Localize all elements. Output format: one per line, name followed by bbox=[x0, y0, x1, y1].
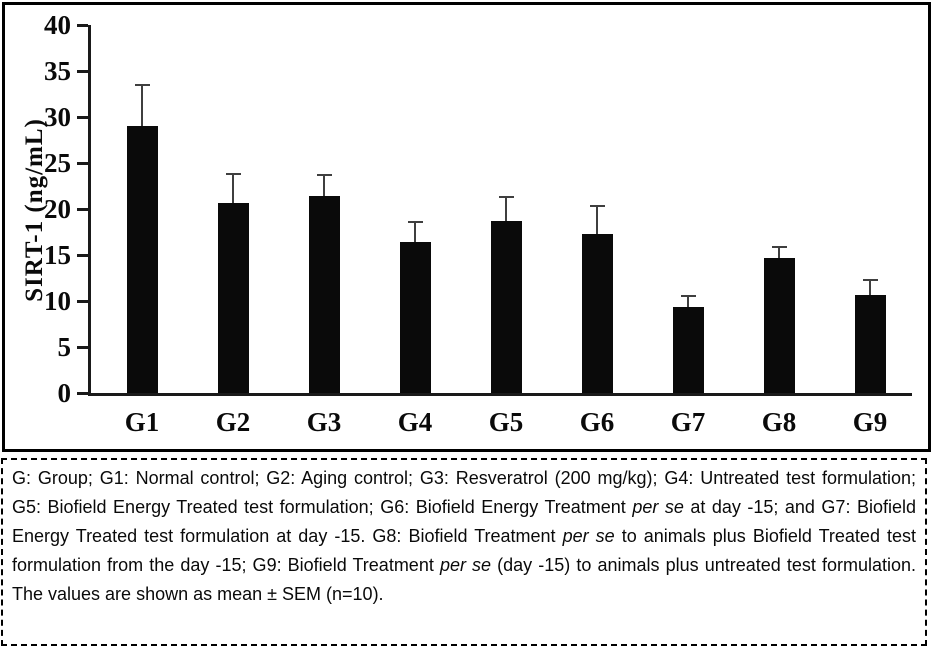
x-category-label-G8: G8 bbox=[761, 407, 797, 437]
x-category-label-G9: G9 bbox=[852, 407, 888, 437]
error-bar-G9 bbox=[869, 279, 871, 295]
y-tick-label-20: 20 bbox=[44, 194, 71, 224]
y-axis-tick-40 bbox=[77, 24, 88, 27]
bar-G6 bbox=[581, 233, 613, 393]
x-category-label-G2: G2 bbox=[215, 407, 251, 437]
y-tick-label-30: 30 bbox=[44, 102, 71, 132]
bar-G9 bbox=[854, 294, 886, 393]
chart-panel: SIRT-1 (ng/mL) 0 5 10 15 20 25 30 35 40 G1 G2 G3 G4 G… bbox=[2, 2, 931, 452]
x-axis-line bbox=[88, 393, 912, 396]
bar-G5 bbox=[490, 220, 522, 393]
caption-text: G: Group; G1: Normal control; G2: Aging … bbox=[12, 464, 916, 609]
error-bar-cap-G8 bbox=[771, 245, 787, 248]
bar-G2 bbox=[217, 202, 249, 393]
caption-italic-segment: per se bbox=[632, 497, 684, 517]
y-axis-tick-25 bbox=[77, 162, 88, 165]
error-bar-G6 bbox=[596, 206, 598, 234]
error-bar-cap-G3 bbox=[316, 173, 332, 176]
error-bar-G4 bbox=[414, 221, 416, 243]
bar-G4 bbox=[399, 242, 431, 393]
caption-italic-segment: per se bbox=[439, 555, 492, 575]
error-bar-G8 bbox=[778, 246, 780, 258]
error-bar-G3 bbox=[323, 174, 325, 197]
bar-G8 bbox=[763, 257, 795, 393]
error-bar-cap-G6 bbox=[589, 205, 605, 208]
error-bar-cap-G9 bbox=[862, 278, 878, 281]
y-axis-tick-10 bbox=[77, 300, 88, 303]
caption-segment: at day -15; and G7: Biofield Energy Trea… bbox=[12, 497, 916, 546]
caption-box: G: Group; G1: Normal control; G2: Aging … bbox=[1, 458, 927, 646]
y-axis-line bbox=[88, 25, 91, 396]
error-bar-G2 bbox=[232, 174, 234, 203]
x-category-label-G6: G6 bbox=[579, 407, 615, 437]
bar-G1 bbox=[126, 126, 158, 393]
plot-area: 0 5 10 15 20 25 30 35 40 G1 G2 G3 G4 G5 G6 G7 G8 G9 bbox=[5, 5, 928, 449]
y-axis-tick-35 bbox=[77, 70, 88, 73]
y-tick-label-0: 0 bbox=[57, 378, 72, 408]
caption-segment: to animals plus Biofield Treated test fo… bbox=[12, 526, 916, 575]
error-bar-G7 bbox=[687, 296, 689, 308]
error-bar-cap-G2 bbox=[225, 173, 241, 176]
caption-segment: (day -15) to animals plus untreated test… bbox=[12, 555, 916, 604]
x-category-label-G5: G5 bbox=[488, 407, 524, 437]
x-category-label-G3: G3 bbox=[306, 407, 342, 437]
y-axis-tick-20 bbox=[77, 208, 88, 211]
error-bar-G5 bbox=[505, 197, 507, 221]
caption-segment: G: Group; G1: Normal control; G2: Aging … bbox=[12, 468, 916, 517]
y-tick-label-40: 40 bbox=[44, 10, 71, 40]
error-bar-cap-G1 bbox=[134, 83, 150, 86]
x-category-label-G1: G1 bbox=[124, 407, 160, 437]
y-tick-label-15: 15 bbox=[44, 240, 71, 270]
error-bar-cap-G7 bbox=[680, 295, 696, 298]
x-category-label-G4: G4 bbox=[397, 407, 433, 437]
caption-italic-segment: per se bbox=[562, 526, 615, 546]
error-bar-cap-G4 bbox=[407, 220, 423, 223]
y-axis-tick-30 bbox=[77, 116, 88, 119]
bar-G3 bbox=[308, 196, 340, 393]
y-tick-label-5: 5 bbox=[57, 332, 72, 362]
y-axis-tick-5 bbox=[77, 346, 88, 349]
bar-G7 bbox=[672, 307, 704, 393]
x-category-label-G7: G7 bbox=[670, 407, 706, 437]
y-axis-tick-0 bbox=[77, 392, 88, 395]
y-tick-label-10: 10 bbox=[44, 286, 71, 316]
y-axis-tick-15 bbox=[77, 254, 88, 257]
error-bar-G1 bbox=[141, 84, 143, 127]
y-tick-label-25: 25 bbox=[44, 148, 71, 178]
y-tick-label-35: 35 bbox=[44, 56, 71, 86]
error-bar-cap-G5 bbox=[498, 196, 514, 199]
